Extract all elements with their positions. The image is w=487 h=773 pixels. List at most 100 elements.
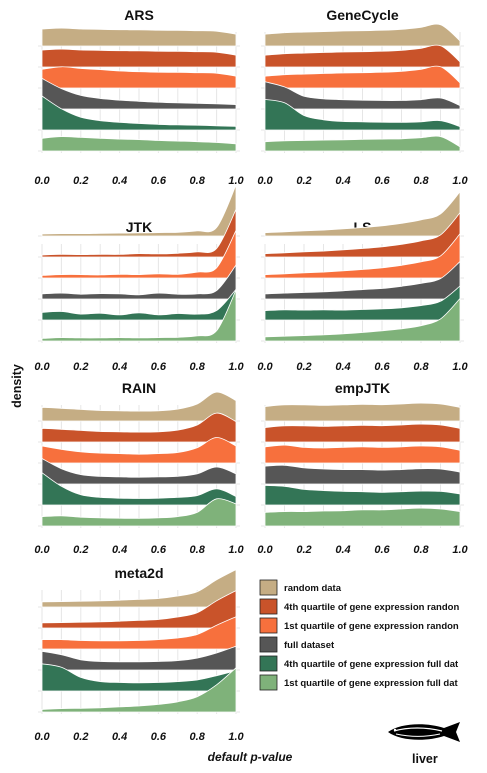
ridge-4 (264, 81, 461, 110)
ridge-4 (264, 260, 461, 300)
ridge-5 (264, 98, 461, 131)
x-tick-label: 0.4 (335, 544, 350, 556)
ridge-2 (41, 589, 237, 629)
panel-ars: ARS 0.0 0.2 0.4 0.6 0.8 1.0 (34, 7, 244, 187)
x-tick-label: 0.0 (34, 175, 50, 187)
x-tick-label: 0.4 (335, 175, 350, 187)
ridge-3 (41, 66, 237, 89)
x-tick-label: 0.8 (190, 175, 206, 187)
panel-title: empJTK (335, 380, 390, 396)
ridge-6 (264, 297, 461, 342)
ridge-1 (41, 184, 237, 237)
ridge-6 (41, 666, 237, 713)
x-tick-label: 0.2 (73, 175, 88, 187)
ridge-6 (264, 135, 461, 152)
ridge-4 (41, 457, 237, 485)
x-tick-label: 1.0 (452, 361, 468, 373)
ridge-5 (41, 95, 237, 131)
x-tick-label: 1.0 (228, 175, 244, 187)
legend-swatch (259, 636, 278, 653)
x-tick-label: 0.2 (73, 731, 88, 743)
ridge-2 (41, 209, 237, 258)
legend-label: 1st quartile of gene expression randon (284, 621, 459, 632)
panel-title: ARS (124, 7, 154, 23)
legend-swatch (259, 579, 278, 596)
x-tick-label: 0.0 (257, 361, 273, 373)
legend-swatch (259, 674, 278, 691)
x-tick-label: 0.4 (112, 361, 127, 373)
x-tick-label: 0.8 (413, 175, 429, 187)
legend-swatch (259, 617, 278, 634)
ridge-3 (41, 616, 237, 650)
x-axis-label: default p-value (208, 750, 293, 764)
ridge-6 (41, 136, 237, 152)
x-tick-label: 1.0 (452, 544, 468, 556)
ridge-1 (264, 23, 461, 47)
legend-label: random data (284, 583, 342, 594)
panel-jtk: JTK 0.0 0.2 0.4 0.6 0.8 1.0 (34, 184, 245, 373)
x-tick-label: 0.8 (413, 361, 429, 373)
ridge-3 (264, 444, 461, 464)
panel-genecycle: GeneCycle 0.0 0.2 0.4 0.6 0.8 1.0 (257, 7, 468, 187)
y-axis-label: density (10, 364, 24, 408)
ridge-6 (264, 507, 461, 527)
x-tick-label: 0.2 (296, 361, 311, 373)
ridge-6 (41, 498, 237, 527)
panel-meta2d: meta2d 0.0 0.2 0.4 0.6 0.8 1.0 (34, 565, 244, 743)
ridge-2 (41, 412, 237, 443)
legend-label: 4th quartile of gene expression full dat (284, 659, 459, 670)
x-tick-label: 0.0 (34, 731, 50, 743)
fish-icon (388, 722, 460, 742)
ridge-1 (41, 391, 237, 422)
x-tick-label: 0.6 (151, 731, 167, 743)
panel-ls: LS0.0 0.2 0.4 0.6 0.8 1.0 (257, 190, 469, 373)
legend: random data 4th quartile of gene expressi… (259, 579, 459, 691)
ridge-3 (264, 232, 461, 279)
panels-layer: ARS 0.0 0.2 0.4 0.6 0.8 1.0 GeneCycle 0.0 0.2 0.4 0… (34, 7, 468, 743)
x-tick-label: 0.8 (190, 361, 206, 373)
panel-empjtk: empJTK 0.0 0.2 0.4 0.6 0.8 1.0 (257, 380, 468, 556)
x-tick-label: 0.8 (190, 731, 206, 743)
ridge-5 (41, 471, 237, 506)
x-tick-label: 0.8 (413, 544, 429, 556)
legend-label: 1st quartile of gene expression full dat (284, 678, 459, 689)
panel-title: RAIN (122, 380, 156, 396)
panel-title: meta2d (114, 565, 163, 581)
ridge-5 (41, 663, 237, 692)
x-tick-label: 0.4 (112, 544, 127, 556)
ridge-1 (264, 402, 461, 422)
x-tick-label: 0.0 (257, 544, 273, 556)
x-tick-label: 0.6 (151, 175, 167, 187)
ridge-2 (264, 44, 461, 68)
x-tick-label: 0.2 (73, 361, 88, 373)
legend-swatch (259, 598, 278, 615)
ridge-4 (41, 77, 237, 110)
ridge-1 (41, 27, 237, 47)
x-tick-label: 0.6 (374, 175, 390, 187)
x-tick-label: 0.0 (257, 175, 273, 187)
x-tick-label: 1.0 (228, 361, 244, 373)
x-tick-label: 1.0 (452, 175, 468, 187)
ridge-2 (41, 48, 237, 68)
ridge-2 (264, 211, 461, 258)
x-tick-label: 0.2 (296, 544, 311, 556)
x-tick-label: 0.0 (34, 544, 50, 556)
x-tick-label: 0.6 (374, 544, 390, 556)
x-tick-label: 1.0 (228, 731, 244, 743)
x-tick-label: 0.8 (190, 544, 206, 556)
ridge-3 (41, 230, 237, 279)
x-tick-label: 0.2 (296, 175, 311, 187)
ridge-5 (264, 484, 461, 506)
legend-label: 4th quartile of gene expression randon (284, 602, 459, 613)
ridge-1 (41, 568, 237, 608)
x-tick-label: 0.6 (374, 361, 390, 373)
ridge-3 (264, 65, 461, 89)
legend-label: full dataset (284, 640, 335, 651)
ridge-6 (41, 289, 237, 342)
x-tick-label: 0.4 (112, 731, 127, 743)
ridge-5 (264, 285, 461, 321)
x-tick-label: 0.2 (73, 544, 88, 556)
x-tick-label: 1.0 (228, 544, 244, 556)
x-tick-label: 0.0 (34, 361, 50, 373)
ridge-5 (41, 288, 237, 321)
